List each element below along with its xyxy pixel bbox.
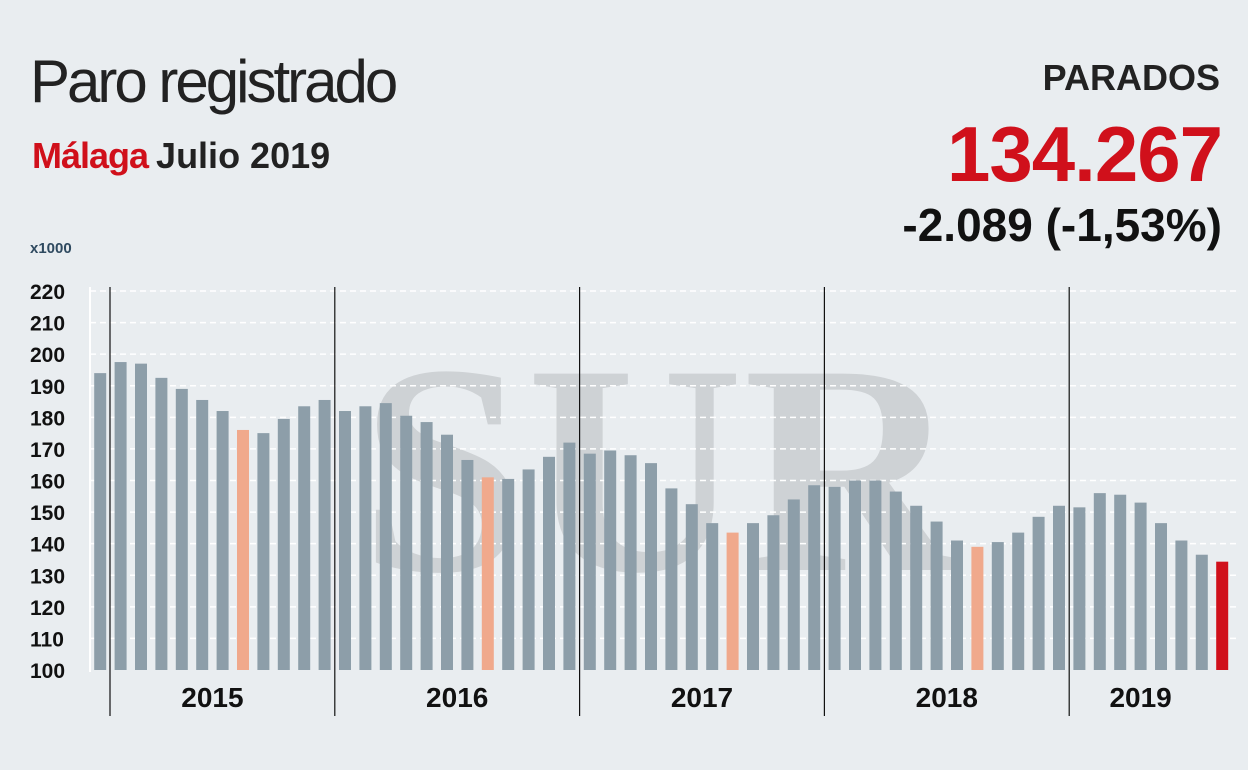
bar [441, 434, 453, 670]
bar [155, 377, 168, 670]
bar [216, 411, 229, 670]
bar [930, 521, 943, 670]
bar [298, 406, 311, 670]
bar [400, 415, 413, 670]
bar [257, 433, 270, 670]
bar [543, 456, 555, 670]
bar [889, 491, 902, 670]
bar-series [94, 362, 1229, 670]
city-label: Málaga [32, 135, 149, 176]
bar [196, 399, 209, 670]
bar [114, 362, 127, 670]
bar [175, 388, 188, 670]
y-tick-label: 110 [30, 628, 64, 651]
y-tick-label: 210 [30, 313, 65, 336]
bar [522, 469, 535, 670]
bar [849, 480, 861, 670]
bar [1053, 505, 1065, 670]
y-tick-label: 130 [30, 565, 65, 588]
bar [991, 542, 1004, 670]
y-tick-label: 120 [30, 597, 65, 620]
chart-subtitle: Málaga Julio 2019 [32, 138, 330, 174]
bar [502, 478, 515, 670]
unit-label: x1000 [30, 240, 72, 257]
bar [665, 488, 678, 670]
bar [1012, 532, 1025, 670]
kpi-change: -2.089 (-1,53%) [902, 199, 1222, 251]
bar [318, 399, 331, 670]
bar [685, 504, 698, 670]
y-tick-label: 160 [30, 471, 65, 494]
bar [1175, 540, 1188, 670]
bar [787, 499, 800, 670]
kpi-value: 134.267 [947, 110, 1223, 198]
x-tick-label: 2019 [1109, 682, 1171, 713]
bar [951, 540, 963, 670]
bar [828, 486, 841, 670]
y-tick-label: 140 [30, 534, 65, 557]
bar [1155, 523, 1167, 670]
period-label: Julio 2019 [156, 135, 331, 176]
bar [563, 442, 576, 670]
bar [808, 485, 821, 670]
y-tick-label: 150 [30, 502, 65, 525]
bar [1032, 516, 1045, 670]
bar [237, 429, 249, 670]
bar [583, 453, 596, 670]
bar [1114, 494, 1127, 670]
x-tick-label: 2017 [671, 682, 733, 713]
x-axis: 2015 2016 2017 2018 2019 [109, 287, 1172, 716]
bar [481, 477, 494, 670]
bar [767, 515, 780, 670]
bar [461, 459, 474, 670]
bar [747, 523, 759, 670]
bar [379, 403, 392, 670]
y-tick-label: 170 [30, 439, 65, 462]
bar [420, 422, 433, 670]
bar [339, 411, 351, 670]
bar [869, 480, 882, 670]
x-tick-label: 2016 [426, 682, 488, 713]
bar [706, 523, 719, 670]
bar [910, 505, 923, 670]
y-tick-label: 100 [30, 660, 65, 683]
bar [971, 546, 984, 670]
y-tick-label: 190 [30, 376, 65, 399]
bar [94, 373, 107, 670]
bar [1134, 502, 1147, 670]
y-tick-label: 200 [30, 344, 65, 367]
kpi-label: PARADOS [1042, 57, 1220, 98]
bar [1216, 561, 1229, 670]
bar [1195, 554, 1208, 670]
bar [359, 406, 372, 670]
bar [624, 455, 637, 670]
bar [1073, 507, 1086, 670]
bar [277, 418, 290, 670]
bar [135, 363, 147, 670]
chart-title: Paro registrado [30, 48, 398, 115]
x-tick-label: 2018 [916, 682, 978, 713]
bar [726, 532, 739, 670]
bar [604, 450, 617, 670]
watermark: SUR [360, 303, 964, 635]
x-tick-label: 2015 [181, 682, 243, 713]
y-tick-label: 220 [30, 281, 65, 304]
bar [645, 463, 657, 670]
bar [1093, 493, 1106, 670]
y-axis: 100 110 120 130 140 150 160 170 180 190 200 210 220 [30, 281, 91, 683]
y-tick-label: 180 [30, 407, 65, 430]
